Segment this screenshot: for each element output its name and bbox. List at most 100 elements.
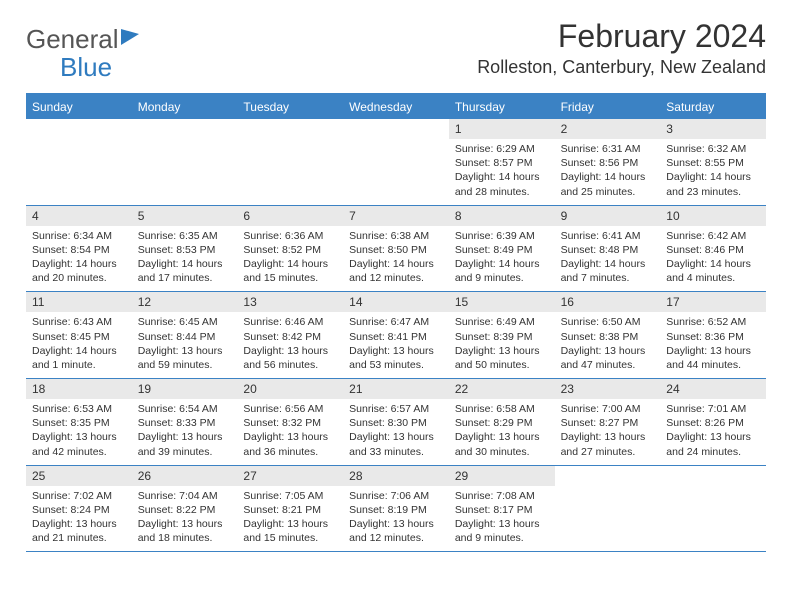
sunset-text: Sunset: 8:17 PM — [455, 503, 549, 517]
sunrise-text: Sunrise: 6:57 AM — [349, 402, 443, 416]
sunrise-text: Sunrise: 6:29 AM — [455, 142, 549, 156]
cell-body: Sunrise: 7:05 AMSunset: 8:21 PMDaylight:… — [237, 486, 343, 552]
daylight-text: Daylight: 13 hours and 15 minutes. — [243, 517, 337, 545]
day-header-sat: Saturday — [660, 95, 766, 119]
calendar-cell: 28Sunrise: 7:06 AMSunset: 8:19 PMDayligh… — [343, 466, 449, 552]
sunset-text: Sunset: 8:46 PM — [666, 243, 760, 257]
week-row: 11Sunrise: 6:43 AMSunset: 8:45 PMDayligh… — [26, 292, 766, 379]
sunrise-text: Sunrise: 6:43 AM — [32, 315, 126, 329]
cell-body: Sunrise: 6:43 AMSunset: 8:45 PMDaylight:… — [26, 312, 132, 378]
calendar-cell: 6Sunrise: 6:36 AMSunset: 8:52 PMDaylight… — [237, 206, 343, 292]
daylight-text: Daylight: 13 hours and 36 minutes. — [243, 430, 337, 458]
sunset-text: Sunset: 8:26 PM — [666, 416, 760, 430]
cell-body: Sunrise: 7:01 AMSunset: 8:26 PMDaylight:… — [660, 399, 766, 465]
day-number: 28 — [343, 466, 449, 486]
day-number: 16 — [555, 292, 661, 312]
cell-body: Sunrise: 7:06 AMSunset: 8:19 PMDaylight:… — [343, 486, 449, 552]
daylight-text: Daylight: 14 hours and 1 minute. — [32, 344, 126, 372]
day-headers-row: Sunday Monday Tuesday Wednesday Thursday… — [26, 95, 766, 119]
daylight-text: Daylight: 14 hours and 20 minutes. — [32, 257, 126, 285]
day-number: 11 — [26, 292, 132, 312]
daylight-text: Daylight: 14 hours and 4 minutes. — [666, 257, 760, 285]
day-number: 1 — [449, 119, 555, 139]
sunrise-text: Sunrise: 7:05 AM — [243, 489, 337, 503]
calendar-cell: 10Sunrise: 6:42 AMSunset: 8:46 PMDayligh… — [660, 206, 766, 292]
day-number: 2 — [555, 119, 661, 139]
sunset-text: Sunset: 8:27 PM — [561, 416, 655, 430]
day-number: 27 — [237, 466, 343, 486]
calendar-cell — [343, 119, 449, 205]
daylight-text: Daylight: 14 hours and 7 minutes. — [561, 257, 655, 285]
sunrise-text: Sunrise: 6:38 AM — [349, 229, 443, 243]
day-number: 25 — [26, 466, 132, 486]
sunrise-text: Sunrise: 6:56 AM — [243, 402, 337, 416]
sunset-text: Sunset: 8:41 PM — [349, 330, 443, 344]
cell-body: Sunrise: 7:04 AMSunset: 8:22 PMDaylight:… — [132, 486, 238, 552]
calendar-cell — [555, 466, 661, 552]
sunset-text: Sunset: 8:21 PM — [243, 503, 337, 517]
sunrise-text: Sunrise: 6:34 AM — [32, 229, 126, 243]
calendar-cell: 25 Sunrise: 7:02 AMSunset: 8:24 PMDayligh… — [26, 466, 132, 552]
day-header-tue: Tuesday — [237, 95, 343, 119]
cell-body: Sunrise: 6:47 AMSunset: 8:41 PMDaylight:… — [343, 312, 449, 378]
day-number — [555, 466, 661, 472]
cell-body: Sunrise: 7:08 AMSunset: 8:17 PMDaylight:… — [449, 486, 555, 552]
sunrise-text: Sunrise: 6:35 AM — [138, 229, 232, 243]
sunrise-text: Sunrise: 6:50 AM — [561, 315, 655, 329]
daylight-text: Daylight: 13 hours and 30 minutes. — [455, 430, 549, 458]
cell-body: Sunrise: 6:57 AMSunset: 8:30 PMDaylight:… — [343, 399, 449, 465]
sunset-text: Sunset: 8:44 PM — [138, 330, 232, 344]
day-number: 9 — [555, 206, 661, 226]
calendar-cell: 1Sunrise: 6:29 AMSunset: 8:57 PMDaylight… — [449, 119, 555, 205]
cell-body: Sunrise: 6:54 AMSunset: 8:33 PMDaylight:… — [132, 399, 238, 465]
calendar-cell: 4Sunrise: 6:34 AMSunset: 8:54 PMDaylight… — [26, 206, 132, 292]
sunrise-text: Sunrise: 7:06 AM — [349, 489, 443, 503]
calendar-cell: 2Sunrise: 6:31 AMSunset: 8:56 PMDaylight… — [555, 119, 661, 205]
day-number — [237, 119, 343, 125]
calendar-cell: 11Sunrise: 6:43 AMSunset: 8:45 PMDayligh… — [26, 292, 132, 378]
daylight-text: Daylight: 13 hours and 12 minutes. — [349, 517, 443, 545]
day-number: 29 — [449, 466, 555, 486]
sunrise-text: Sunrise: 6:49 AM — [455, 315, 549, 329]
calendar-cell: 23Sunrise: 7:00 AMSunset: 8:27 PMDayligh… — [555, 379, 661, 465]
cell-body: Sunrise: 6:38 AMSunset: 8:50 PMDaylight:… — [343, 226, 449, 292]
day-number — [343, 119, 449, 125]
cell-body: Sunrise: 6:36 AMSunset: 8:52 PMDaylight:… — [237, 226, 343, 292]
sunset-text: Sunset: 8:24 PM — [32, 503, 126, 517]
calendar: Sunday Monday Tuesday Wednesday Thursday… — [26, 93, 766, 552]
sunrise-text: Sunrise: 6:42 AM — [666, 229, 760, 243]
cell-body: Sunrise: 6:31 AMSunset: 8:56 PMDaylight:… — [555, 139, 661, 205]
daylight-text: Daylight: 14 hours and 15 minutes. — [243, 257, 337, 285]
daylight-text: Daylight: 14 hours and 25 minutes. — [561, 170, 655, 198]
sunrise-text: Sunrise: 6:36 AM — [243, 229, 337, 243]
daylight-text: Daylight: 13 hours and 27 minutes. — [561, 430, 655, 458]
logo-text-gray: General — [26, 24, 119, 55]
cell-body: Sunrise: 6:35 AMSunset: 8:53 PMDaylight:… — [132, 226, 238, 292]
calendar-cell: 19Sunrise: 6:54 AMSunset: 8:33 PMDayligh… — [132, 379, 238, 465]
calendar-cell: 21Sunrise: 6:57 AMSunset: 8:30 PMDayligh… — [343, 379, 449, 465]
daylight-text: Daylight: 13 hours and 47 minutes. — [561, 344, 655, 372]
day-number: 12 — [132, 292, 238, 312]
sunrise-text: Sunrise: 7:02 AM — [32, 489, 126, 503]
sunset-text: Sunset: 8:30 PM — [349, 416, 443, 430]
sunrise-text: Sunrise: 7:08 AM — [455, 489, 549, 503]
daylight-text: Daylight: 13 hours and 50 minutes. — [455, 344, 549, 372]
sunrise-text: Sunrise: 6:46 AM — [243, 315, 337, 329]
sunset-text: Sunset: 8:55 PM — [666, 156, 760, 170]
daylight-text: Daylight: 13 hours and 21 minutes. — [32, 517, 126, 545]
sunset-text: Sunset: 8:36 PM — [666, 330, 760, 344]
day-number: 15 — [449, 292, 555, 312]
day-number: 23 — [555, 379, 661, 399]
week-row: 25Sunrise: 7:02 AMSunset: 8:24 PMDayligh… — [26, 466, 766, 553]
cell-body: Sunrise: 6:34 AMSunset: 8:54 PMDaylight:… — [26, 226, 132, 292]
day-number: 20 — [237, 379, 343, 399]
daylight-text: Daylight: 13 hours and 59 minutes. — [138, 344, 232, 372]
cell-body: Sunrise: 6:41 AMSunset: 8:48 PMDaylight:… — [555, 226, 661, 292]
calendar-cell: 13Sunrise: 6:46 AMSunset: 8:42 PMDayligh… — [237, 292, 343, 378]
calendar-cell: 3Sunrise: 6:32 AMSunset: 8:55 PMDaylight… — [660, 119, 766, 205]
day-number: 19 — [132, 379, 238, 399]
sunset-text: Sunset: 8:57 PM — [455, 156, 549, 170]
week-row: 4Sunrise: 6:34 AMSunset: 8:54 PMDaylight… — [26, 206, 766, 293]
sunrise-text: Sunrise: 7:01 AM — [666, 402, 760, 416]
sunset-text: Sunset: 8:35 PM — [32, 416, 126, 430]
